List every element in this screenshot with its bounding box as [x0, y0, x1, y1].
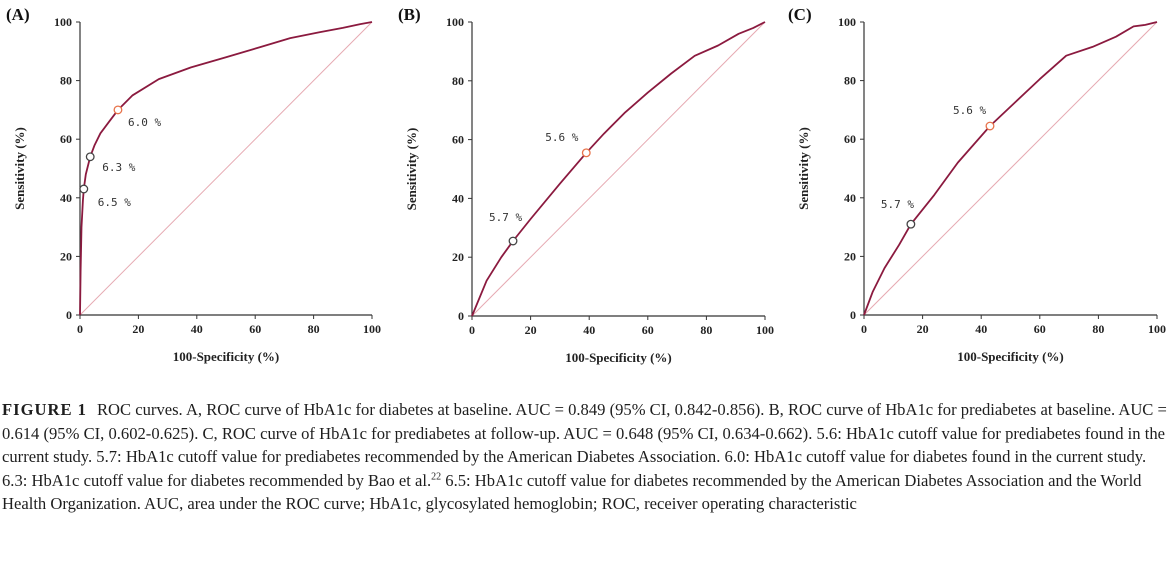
cutoff-point-marker: [508, 236, 518, 246]
y-tick-label: 100: [838, 15, 856, 29]
x-tick-label: 20: [917, 322, 929, 336]
x-tick-label: 100: [1148, 322, 1166, 336]
reference-diagonal: [79, 21, 373, 316]
x-axis-title: 100-Specificity (%): [957, 349, 1064, 364]
panel-label: (B): [398, 5, 421, 24]
y-tick-label: 60: [844, 132, 856, 146]
cutoff-point-label: 5.6 %: [953, 104, 986, 117]
y-tick-label: 40: [452, 191, 464, 205]
y-axis-title: Sensitivity (%): [796, 127, 811, 210]
reference-diagonal: [863, 21, 1158, 316]
y-tick-label: 100: [446, 15, 464, 29]
x-tick-label: 80: [700, 323, 712, 337]
cutoff-point-label: 5.6 %: [545, 131, 578, 144]
roc-figure: (A) 0 20 40 60 80 100 0 20 40 60 80 100 100-Specifici…: [6, 5, 1166, 365]
cutoff-point-marker: [85, 152, 95, 162]
x-tick-label: 20: [525, 323, 537, 337]
x-tick-label: 100: [756, 323, 774, 337]
roc-curve-line: [863, 21, 1158, 316]
y-tick-label: 20: [60, 249, 72, 263]
cutoff-point-label: 6.0 %: [128, 116, 161, 129]
figure-label: FIGURE 1: [2, 400, 87, 419]
y-tick-label: 40: [844, 191, 856, 205]
x-tick-label: 60: [1034, 322, 1046, 336]
x-tick-label: 0: [861, 322, 867, 336]
y-tick-label: 100: [54, 15, 72, 29]
x-tick-label: 40: [191, 322, 203, 336]
caption-reference-number: 22: [431, 471, 442, 483]
x-axis-title: 100-Specificity (%): [173, 349, 280, 364]
cutoff-point-marker: [79, 184, 89, 194]
x-tick-label: 60: [642, 323, 654, 337]
y-tick-label: 80: [844, 74, 856, 88]
y-tick-label: 80: [60, 74, 72, 88]
x-tick-label: 80: [308, 322, 320, 336]
cutoff-point-label: 6.3 %: [102, 161, 135, 174]
x-tick-label: 60: [249, 322, 261, 336]
x-axis-title: 100-Specificity (%): [565, 350, 672, 365]
cutoff-point-label: 6.5 %: [98, 196, 131, 209]
y-tick-label: 40: [60, 191, 72, 205]
x-tick-label: 80: [1092, 322, 1104, 336]
roc-curve-line: [471, 21, 766, 317]
x-tick-label: 40: [975, 322, 987, 336]
y-axis-title: Sensitivity (%): [12, 127, 27, 210]
cutoff-point-marker: [581, 148, 591, 158]
caption-text-continued: 6.5: HbA1c cutoff value for diabetes rec…: [2, 470, 1142, 514]
cutoff-point-marker: [113, 105, 123, 115]
y-tick-label: 0: [850, 308, 856, 322]
roc-panel-1: (A) 0 20 40 60 80 100 0 20 40 60 80 100 100-Specifici…: [6, 5, 381, 364]
cutoff-point-marker: [906, 219, 916, 229]
y-tick-label: 60: [452, 133, 464, 147]
roc-panel-3: (C) 0 20 40 60 80 100 0 20 40 60 80 100 100-Specifici…: [788, 5, 1166, 364]
y-tick-label: 20: [452, 250, 464, 264]
x-tick-label: 0: [469, 323, 475, 337]
y-tick-label: 80: [452, 74, 464, 88]
x-tick-label: 20: [132, 322, 144, 336]
cutoff-point-marker: [985, 121, 995, 131]
panel-label: (A): [6, 5, 30, 24]
y-axis-title: Sensitivity (%): [404, 128, 419, 211]
y-tick-label: 0: [66, 308, 72, 322]
reference-diagonal: [471, 21, 766, 317]
y-tick-label: 20: [844, 249, 856, 263]
caption-text: ROC curves. A, ROC curve of HbA1c for di…: [2, 400, 1167, 490]
x-tick-label: 40: [583, 323, 595, 337]
panel-label: (C): [788, 5, 812, 24]
cutoff-point-label: 5.7 %: [489, 211, 522, 224]
y-tick-label: 0: [458, 309, 464, 323]
roc-panel-2: (B) 0 20 40 60 80 100 0 20 40 60 80 100 100-Specifici…: [398, 5, 774, 365]
figure-caption: FIGURE 1 ROC curves. A, ROC curve of HbA1…: [2, 398, 1167, 516]
x-tick-label: 0: [77, 322, 83, 336]
y-tick-label: 60: [60, 132, 72, 146]
x-tick-label: 100: [363, 322, 381, 336]
cutoff-point-label: 5.7 %: [881, 198, 914, 211]
